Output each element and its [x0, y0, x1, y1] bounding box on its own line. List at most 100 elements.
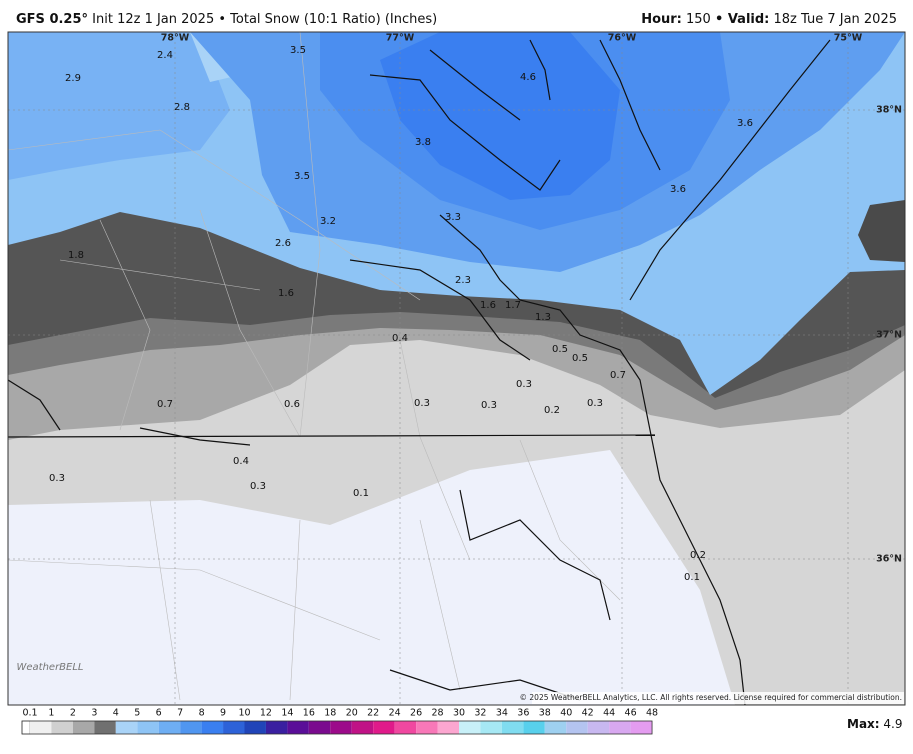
- point-value: 0.3: [250, 481, 266, 492]
- point-value: 3.5: [290, 45, 306, 56]
- run-title: Init 12z 1 Jan 2025 • Total Snow (10:1 R…: [92, 12, 437, 27]
- logo: WeatherBELL: [16, 662, 83, 673]
- point-value: 0.4: [392, 333, 408, 344]
- snow-field: [8, 32, 230, 180]
- point-value: 3.6: [670, 184, 686, 195]
- max: Max: 4.9: [847, 717, 903, 731]
- max-value: 4.9: [883, 717, 902, 731]
- colorbar-label: 1: [48, 708, 54, 719]
- county-lines: [8, 32, 621, 701]
- colorbar-swatch: [94, 721, 116, 734]
- point-value: 1.6: [278, 288, 294, 299]
- point-value: 3.2: [320, 216, 336, 227]
- point-value: 4.6: [520, 72, 536, 83]
- colorbar-swatch: [351, 721, 374, 734]
- colorbar-swatch: [630, 721, 653, 734]
- point-value: 2.3: [455, 275, 471, 286]
- colorbar-swatch: [544, 721, 567, 734]
- point-value: 0.3: [587, 398, 603, 409]
- coastline: [8, 39, 831, 705]
- colorbar-label: 32: [474, 708, 486, 719]
- colorbar-frame: [21, 720, 653, 735]
- colorbar-swatch: [373, 721, 395, 734]
- hour: 150: [686, 12, 711, 27]
- colorbar-swatch: [201, 721, 224, 734]
- colorbar-label: 7: [177, 708, 183, 719]
- colorbar-label: 5: [134, 708, 140, 719]
- colorbar-label: 42: [582, 708, 594, 719]
- point-value: 0.5: [572, 353, 588, 364]
- colorbar-swatch: [158, 721, 181, 734]
- colorbar-swatch: [587, 721, 610, 734]
- colorbar-swatch: [308, 721, 331, 734]
- lon-label: 75°W: [834, 33, 863, 44]
- point-value: 0.3: [516, 379, 532, 390]
- colorbar-swatch: [137, 721, 159, 734]
- colorbar-swatch: [394, 721, 417, 734]
- colorbar-swatch: [244, 721, 266, 734]
- point-value: 0.3: [414, 398, 430, 409]
- point-value: 3.8: [415, 137, 431, 148]
- colorbar-label: 2: [70, 708, 76, 719]
- colorbar-label: 38: [539, 708, 551, 719]
- colorbar-swatch: [72, 721, 95, 734]
- lon-label: 77°W: [386, 33, 415, 44]
- colorbar-label: 4: [113, 708, 119, 719]
- point-value: 1.6: [480, 300, 496, 311]
- point-value: 0.5: [552, 344, 568, 355]
- lon-label: 76°W: [608, 33, 637, 44]
- colorbar-swatch: [51, 721, 73, 734]
- lat-label: 36°N: [876, 554, 902, 565]
- colorbar-label: 36: [517, 708, 529, 719]
- point-value: 2.8: [174, 102, 190, 113]
- colorbar-label: 14: [281, 708, 293, 719]
- colorbar-label: 8: [199, 708, 205, 719]
- colorbar-swatch: [437, 721, 459, 734]
- colorbar-swatch: [115, 721, 138, 734]
- colorbar-label: 20: [346, 708, 358, 719]
- colorbar-label: 30: [453, 708, 465, 719]
- colorbar-label: 12: [260, 708, 272, 719]
- colorbar-label: 0.1: [22, 708, 37, 719]
- colorbar-label: 22: [367, 708, 379, 719]
- point-value: 0.2: [690, 550, 706, 561]
- colorbar: 0.1 1 2 3 4 5 6 7 8 9 10 12 14 16 18 20 22 24 26 28 30 32 34 36…: [21, 708, 658, 735]
- hour-label: Hour:: [641, 12, 682, 27]
- colorbar-label: 3: [91, 708, 97, 719]
- point-value: 3.3: [445, 212, 461, 223]
- model: GFS 0.25°: [16, 12, 88, 27]
- max-label: Max:: [847, 717, 880, 731]
- colorbar-label: 6: [156, 708, 162, 719]
- colorbar-label: 10: [238, 708, 250, 719]
- colorbar-label: 48: [646, 708, 658, 719]
- colorbar-swatch: [416, 721, 438, 734]
- colorbar-swatch: [566, 721, 588, 734]
- point-value: 1.8: [68, 250, 84, 261]
- point-value: 2.6: [275, 238, 291, 249]
- snow-field: [380, 32, 620, 200]
- colorbar-label: 26: [410, 708, 422, 719]
- colorbar-label: 9: [220, 708, 226, 719]
- point-value: 3.6: [737, 118, 753, 129]
- point-value: 0.7: [157, 399, 173, 410]
- map: 78°W 77°W 76°W 75°W 38°N 37°N 36°N 2.4 3.…: [7, 31, 906, 706]
- colorbar-label: 46: [625, 708, 637, 719]
- colorbar-swatch: [30, 721, 52, 734]
- valid: 18z Tue 7 Jan 2025: [774, 12, 898, 27]
- lat-label: 38°N: [876, 105, 902, 116]
- point-value: 1.7: [505, 300, 521, 311]
- colorbar-label: 18: [324, 708, 336, 719]
- colorbar-label: 34: [496, 708, 508, 719]
- colorbar-swatch: [523, 721, 545, 734]
- valid-label: • Valid:: [715, 12, 769, 27]
- graticule: [8, 32, 905, 705]
- lat-label: 37°N: [876, 330, 902, 341]
- colorbar-swatch: [265, 721, 288, 734]
- colorbar-swatch: [180, 721, 202, 734]
- colorbar-swatch: [459, 721, 481, 734]
- copyright: © 2025 WeatherBELL Analytics, LLC. All r…: [520, 693, 902, 702]
- point-value: 3.5: [294, 171, 310, 182]
- point-value: 1.3: [535, 312, 551, 323]
- point-value: 0.1: [353, 488, 369, 499]
- point-value: 2.9: [65, 73, 81, 84]
